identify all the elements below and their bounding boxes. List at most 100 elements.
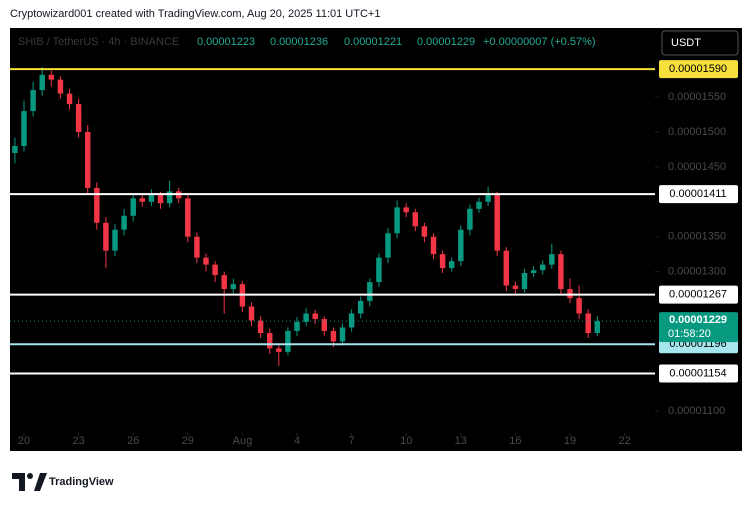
candle-body <box>185 198 191 237</box>
last-price-tag <box>659 312 738 343</box>
candle-body <box>485 194 491 202</box>
candle-body <box>467 208 473 230</box>
candle-body <box>594 321 601 334</box>
candle-body <box>48 74 55 80</box>
x-tick-label: 4 <box>294 435 300 447</box>
candle-body <box>348 313 355 328</box>
candle-body <box>312 313 318 320</box>
x-tick-label: 26 <box>127 435 139 447</box>
candle-body <box>57 79 64 94</box>
candle-body <box>221 275 227 290</box>
candle-body <box>530 270 537 274</box>
level-label: 0.00001411 <box>669 188 726 200</box>
candle-body <box>285 330 291 352</box>
x-tick-label: 10 <box>400 435 412 447</box>
level-tag <box>659 285 738 304</box>
y-tick-label: 0.00001350 <box>668 231 726 243</box>
candle-body <box>84 132 91 188</box>
candle-body <box>330 330 337 342</box>
candle-body <box>303 313 309 322</box>
candle-body <box>157 194 164 204</box>
countdown: 01:58:20 <box>668 328 711 340</box>
x-tick-label: 13 <box>455 435 467 447</box>
low-value: 0.00001221 <box>344 36 402 48</box>
brand: TradingView <box>49 476 114 488</box>
candle-body <box>357 300 364 314</box>
candle-body <box>394 207 400 234</box>
level-tag <box>659 60 738 79</box>
candle-body <box>203 257 209 265</box>
candle-body <box>94 187 100 223</box>
logo <box>12 473 47 491</box>
candle-body <box>385 233 391 258</box>
last-price-label: 0.00001229 <box>669 314 727 326</box>
x-tick-label: 29 <box>182 435 194 447</box>
candle-body <box>21 111 27 146</box>
open-value: 0.00001223 <box>197 36 255 48</box>
y-tick-label: 0.00001500 <box>668 126 726 138</box>
candle-body <box>194 236 200 258</box>
candle-body <box>403 207 409 213</box>
candle-body <box>166 191 173 204</box>
candle-body <box>212 264 218 276</box>
level-label: 0.00001267 <box>669 289 727 301</box>
candle-body <box>458 229 464 262</box>
x-tick-label: 7 <box>349 435 355 447</box>
candle-body <box>539 264 546 271</box>
candle-body <box>257 320 264 334</box>
candle-body <box>103 222 109 251</box>
candle-body <box>439 254 446 269</box>
y-tick-label: 0.00001550 <box>668 91 726 103</box>
candle-body <box>521 273 528 290</box>
x-tick-label: 16 <box>509 435 521 447</box>
candle-body <box>339 327 346 342</box>
candle-body <box>476 201 482 209</box>
x-tick-label: 19 <box>564 435 576 447</box>
candle-body <box>39 74 45 91</box>
y-tick-label: 0.00001300 <box>668 266 726 278</box>
currency[interactable]: USDT <box>671 37 701 49</box>
candle-body <box>585 313 591 334</box>
y-tick-label: 0.00001100 <box>668 405 725 417</box>
candle-body <box>12 145 18 153</box>
candle-body <box>75 104 82 133</box>
candle-body <box>321 319 328 331</box>
close-value: 0.00001229 <box>417 36 475 48</box>
candle-body <box>130 198 136 216</box>
candle-body <box>421 226 428 237</box>
y-tick-label: 0.00001450 <box>668 161 726 173</box>
level-tag <box>659 364 738 383</box>
candle-body <box>494 194 500 251</box>
high-value: 0.00001236 <box>270 36 328 48</box>
level-label: 0.00001154 <box>669 367 726 379</box>
candle-body <box>512 285 519 290</box>
symbol: SHIB / TetherUS · 4h · BINANCE <box>18 36 179 48</box>
change-value: +0.00000007 (+0.57%) <box>483 36 596 48</box>
candle-body <box>139 198 146 202</box>
candle-body <box>294 321 300 331</box>
candle-body <box>567 289 573 299</box>
candle-body <box>230 284 237 290</box>
candle-body <box>503 250 510 286</box>
candle-body <box>148 194 155 202</box>
candle-body <box>367 282 373 301</box>
x-tick-label: 23 <box>72 435 84 447</box>
candle-body <box>112 229 118 251</box>
x-tick-label: 22 <box>618 435 630 447</box>
candle-body <box>412 212 419 227</box>
level-label: 0.00001590 <box>669 63 727 75</box>
level-tag <box>659 185 738 204</box>
candle-body <box>121 215 127 230</box>
x-tick-label: Aug <box>233 435 253 447</box>
candle-body <box>30 90 36 112</box>
candle-body <box>248 306 255 321</box>
candle-body <box>576 298 582 314</box>
candle-body <box>448 261 455 269</box>
attribution: Cryptowizard001 created with TradingView… <box>10 8 380 20</box>
candle-body <box>558 254 564 290</box>
candle-body <box>430 236 437 255</box>
candle-body <box>549 254 555 265</box>
currency-button[interactable] <box>661 30 739 56</box>
x-tick-label: 20 <box>18 435 30 447</box>
